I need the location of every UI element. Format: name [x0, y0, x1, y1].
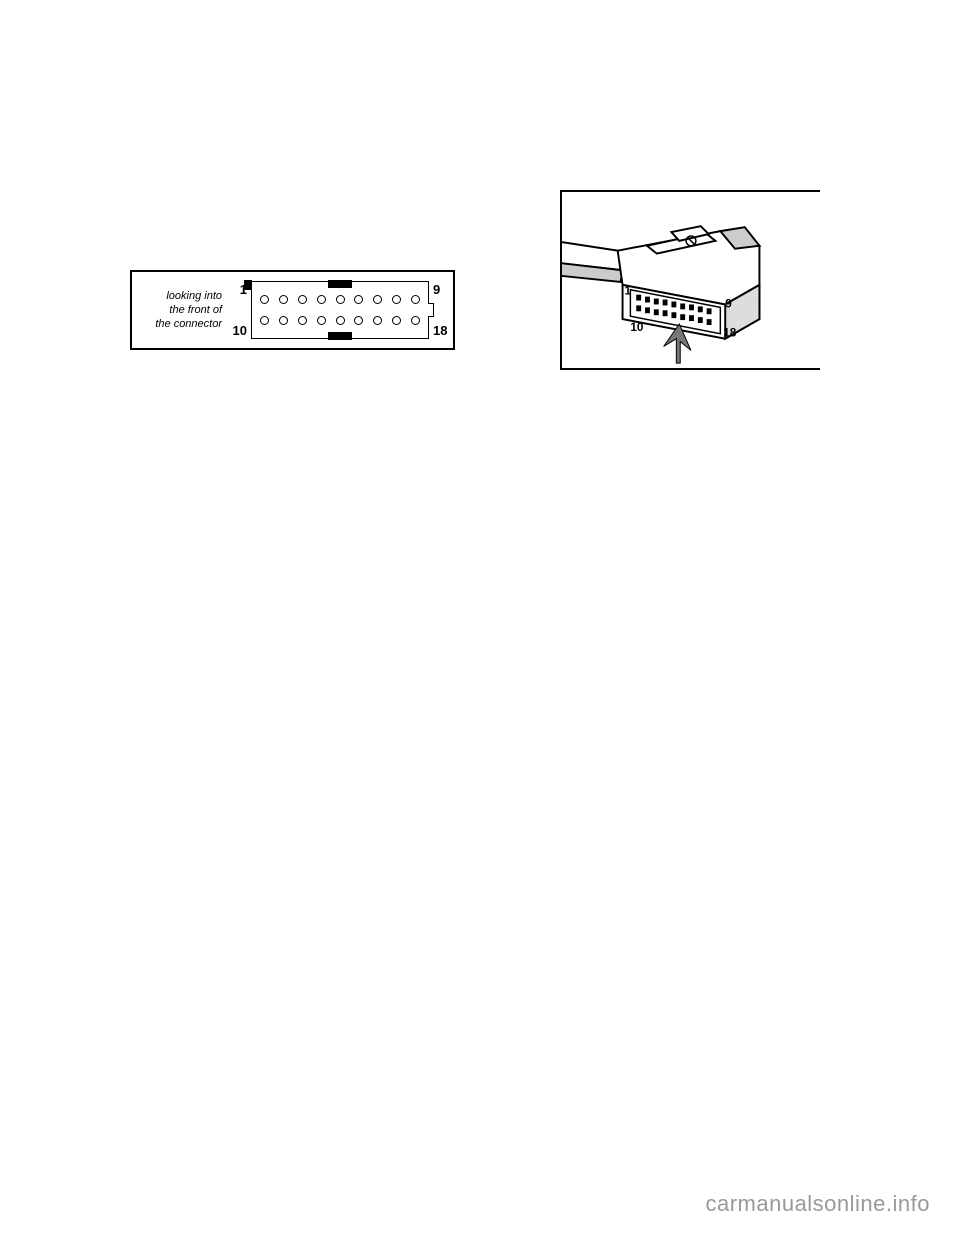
pin-row-bottom [260, 316, 420, 325]
caption-line-3: the connector [155, 318, 222, 330]
key-notch-right [428, 303, 434, 317]
diagram-caption-area: looking into the front of the connector [132, 272, 227, 348]
pin-hole [354, 295, 363, 304]
pin-hole [336, 316, 345, 325]
pin-label-10: 10 [233, 323, 247, 338]
pin-hole [411, 316, 420, 325]
pin-hole [298, 316, 307, 325]
pin3d-label-9: 9 [725, 297, 732, 310]
pin-numbers-left: 1 10 [227, 282, 251, 338]
diagram-caption: looking into the front of the connector [155, 289, 222, 332]
pin-hole [260, 316, 269, 325]
pin3d-label-10: 10 [630, 321, 644, 334]
pin-hole [279, 295, 288, 304]
connector-body: 1 10 [227, 272, 453, 348]
caption-line-1: looking into [166, 290, 222, 302]
connector-3d-figure: 1 9 10 18 [560, 190, 820, 370]
pin-hole [354, 316, 363, 325]
pin-hole [317, 316, 326, 325]
pin-hole [373, 316, 382, 325]
pin-hole [260, 295, 269, 304]
pin-hole [392, 316, 401, 325]
tab-bottom [328, 332, 352, 340]
pin-hole [336, 295, 345, 304]
pin-hole [298, 295, 307, 304]
connector-3d-svg: 1 9 10 18 [562, 192, 820, 368]
pin-hole [392, 295, 401, 304]
caption-line-2: the front of [169, 304, 222, 316]
pin3d-label-18: 18 [723, 327, 737, 340]
tab-top [328, 280, 352, 288]
connector-front-diagram: looking into the front of the connector … [130, 270, 455, 350]
pin-label-18: 18 [433, 323, 447, 338]
key-notch-left [244, 280, 252, 290]
pin-grid [251, 281, 429, 339]
pin-hole [317, 295, 326, 304]
watermark-text: carmanualsonline.info [705, 1191, 930, 1217]
pin3d-label-1: 1 [625, 285, 632, 298]
pin-hole [411, 295, 420, 304]
pin-label-9: 9 [433, 282, 440, 297]
pin-hole [373, 295, 382, 304]
pin-hole [279, 316, 288, 325]
pin-row-top [260, 295, 420, 304]
